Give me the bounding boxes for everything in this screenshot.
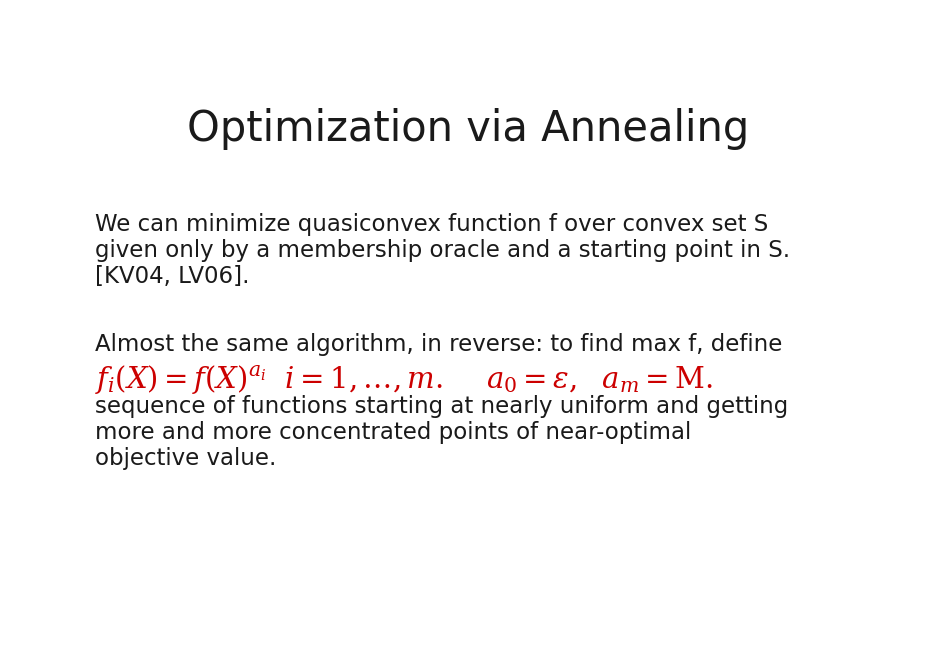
Text: sequence of functions starting at nearly uniform and getting: sequence of functions starting at nearly… — [95, 395, 788, 418]
Text: [KV04, LV06].: [KV04, LV06]. — [95, 265, 250, 288]
Text: $f_i(X) = f(X)^{a_i}$  $i = 1, \ldots, m.$    $a_0 = \epsilon,$  $a_m = \mathrm{: $f_i(X) = f(X)^{a_i}$ $i = 1, \ldots, m.… — [95, 363, 713, 396]
Text: Optimization via Annealing: Optimization via Annealing — [187, 108, 749, 150]
Text: We can minimize quasiconvex function f over convex set S: We can minimize quasiconvex function f o… — [95, 213, 768, 236]
Text: Almost the same algorithm, in reverse: to find max f, define: Almost the same algorithm, in reverse: t… — [95, 333, 782, 356]
Text: given only by a membership oracle and a starting point in S.: given only by a membership oracle and a … — [95, 239, 790, 262]
Text: more and more concentrated points of near-optimal: more and more concentrated points of nea… — [95, 421, 692, 444]
Text: objective value.: objective value. — [95, 447, 276, 470]
